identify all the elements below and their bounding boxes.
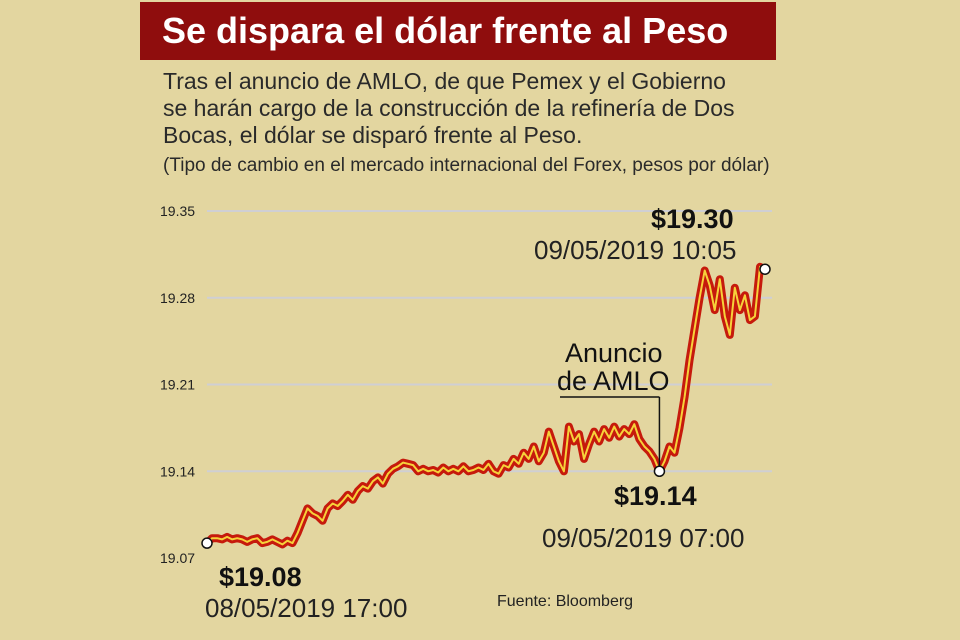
y-tick-label: 19.35 bbox=[160, 203, 195, 219]
min-date-label: 09/05/2019 07:00 bbox=[542, 523, 744, 553]
subtitle-line-3: Bocas, el dólar se disparó frente al Pes… bbox=[163, 122, 583, 148]
start-point-marker bbox=[201, 537, 213, 549]
series-group bbox=[203, 262, 769, 549]
start-value-label: $19.08 bbox=[219, 562, 302, 592]
end-value-label: $19.30 bbox=[651, 204, 734, 234]
source-label: Fuente: Bloomberg bbox=[497, 593, 633, 610]
point-markers bbox=[201, 263, 771, 549]
chart-title: Se dispara el dólar frente al Peso bbox=[162, 10, 729, 51]
y-tick-label: 19.14 bbox=[160, 463, 195, 479]
subtitle-line-1: Tras el anuncio de AMLO, de que Pemex y … bbox=[163, 68, 726, 94]
min-value-label: $19.14 bbox=[614, 481, 697, 511]
chart-subtitle: Tras el anuncio de AMLO, de que Pemex y … bbox=[163, 68, 863, 149]
y-axis-ticks: 19.35 19.28 19.21 19.14 19.07 bbox=[160, 203, 195, 566]
end-date-label: 09/05/2019 10:05 bbox=[534, 235, 736, 265]
series-line bbox=[206, 265, 766, 546]
chart-note: (Tipo de cambio en el mercado internacio… bbox=[163, 155, 770, 176]
y-tick-label: 19.07 bbox=[160, 550, 195, 566]
y-tick-label: 19.21 bbox=[160, 377, 195, 393]
end-point-marker bbox=[759, 263, 771, 275]
title-bar: Se dispara el dólar frente al Peso bbox=[140, 2, 776, 60]
start-date-label: 08/05/2019 17:00 bbox=[205, 593, 407, 623]
min-point-marker bbox=[653, 465, 666, 477]
event-label-line-2: de AMLO bbox=[557, 366, 670, 396]
y-tick-label: 19.28 bbox=[160, 290, 195, 306]
subtitle-line-2: se harán cargo de la construcción de la … bbox=[163, 95, 735, 121]
event-label-line-1: Anuncio bbox=[565, 338, 663, 368]
